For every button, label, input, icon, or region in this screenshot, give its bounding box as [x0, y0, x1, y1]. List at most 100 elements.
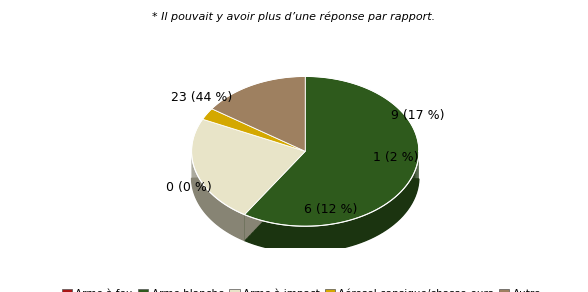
Polygon shape	[209, 192, 210, 218]
Polygon shape	[298, 226, 301, 252]
Polygon shape	[277, 224, 280, 250]
Polygon shape	[312, 226, 315, 252]
Polygon shape	[220, 201, 221, 227]
Polygon shape	[392, 198, 394, 225]
Polygon shape	[315, 226, 319, 252]
Polygon shape	[224, 204, 225, 230]
Polygon shape	[257, 219, 260, 246]
Polygon shape	[202, 109, 305, 151]
Polygon shape	[241, 213, 242, 239]
Polygon shape	[223, 203, 224, 230]
Polygon shape	[250, 217, 253, 244]
Polygon shape	[412, 175, 413, 204]
Polygon shape	[263, 221, 267, 248]
Polygon shape	[409, 180, 410, 208]
Polygon shape	[414, 171, 415, 199]
Polygon shape	[402, 188, 404, 216]
Polygon shape	[280, 225, 284, 251]
Polygon shape	[212, 195, 213, 221]
Polygon shape	[407, 182, 409, 210]
Polygon shape	[305, 226, 308, 252]
Text: 23 (44 %): 23 (44 %)	[171, 91, 232, 104]
Polygon shape	[371, 211, 374, 238]
Polygon shape	[333, 223, 336, 250]
Polygon shape	[245, 151, 305, 241]
Polygon shape	[242, 214, 243, 240]
Polygon shape	[245, 77, 419, 226]
Polygon shape	[399, 192, 400, 220]
Polygon shape	[202, 183, 203, 209]
Polygon shape	[240, 213, 241, 239]
Polygon shape	[208, 190, 209, 217]
Polygon shape	[374, 209, 377, 237]
Polygon shape	[231, 208, 232, 234]
Polygon shape	[329, 224, 333, 250]
Polygon shape	[346, 220, 350, 247]
Polygon shape	[380, 206, 382, 234]
Polygon shape	[294, 226, 298, 252]
Polygon shape	[229, 207, 230, 233]
Polygon shape	[222, 202, 223, 229]
Polygon shape	[368, 212, 371, 239]
Polygon shape	[214, 196, 215, 223]
Polygon shape	[228, 206, 229, 233]
Polygon shape	[287, 225, 290, 251]
Text: * Il pouvait y avoir plus d’une réponse par rapport.: * Il pouvait y avoir plus d’une réponse …	[152, 12, 436, 22]
Polygon shape	[336, 223, 340, 249]
Polygon shape	[234, 210, 235, 236]
Polygon shape	[416, 164, 417, 192]
Polygon shape	[377, 208, 380, 235]
Polygon shape	[239, 212, 240, 239]
Polygon shape	[410, 178, 412, 206]
Polygon shape	[211, 193, 212, 220]
Polygon shape	[353, 218, 356, 245]
Polygon shape	[206, 189, 207, 215]
Polygon shape	[382, 205, 385, 232]
Polygon shape	[245, 215, 248, 242]
Polygon shape	[362, 215, 365, 242]
Polygon shape	[207, 189, 208, 216]
Text: 9 (17 %): 9 (17 %)	[391, 109, 445, 122]
Polygon shape	[192, 119, 305, 215]
Polygon shape	[215, 197, 216, 223]
Polygon shape	[387, 201, 390, 229]
Polygon shape	[203, 185, 204, 211]
Polygon shape	[218, 200, 219, 226]
Polygon shape	[322, 225, 326, 251]
Polygon shape	[226, 205, 227, 232]
Polygon shape	[245, 151, 305, 241]
Text: 6 (12 %): 6 (12 %)	[305, 203, 358, 216]
Polygon shape	[238, 211, 239, 238]
Polygon shape	[245, 177, 419, 252]
Polygon shape	[385, 203, 387, 231]
Polygon shape	[413, 173, 414, 201]
Polygon shape	[290, 226, 294, 252]
Polygon shape	[415, 169, 416, 197]
Polygon shape	[232, 209, 233, 235]
Polygon shape	[235, 211, 236, 237]
Polygon shape	[216, 198, 218, 225]
Polygon shape	[390, 200, 392, 227]
Polygon shape	[221, 202, 222, 228]
Polygon shape	[319, 225, 322, 251]
Polygon shape	[213, 195, 214, 222]
Polygon shape	[394, 196, 396, 224]
Text: 1 (2 %): 1 (2 %)	[373, 151, 419, 164]
Polygon shape	[192, 177, 305, 241]
Polygon shape	[243, 214, 245, 241]
Polygon shape	[326, 225, 329, 251]
Polygon shape	[406, 184, 407, 212]
Polygon shape	[212, 77, 305, 151]
Polygon shape	[340, 222, 343, 248]
Polygon shape	[204, 185, 205, 212]
Polygon shape	[270, 223, 273, 249]
Polygon shape	[356, 217, 359, 244]
Polygon shape	[365, 214, 368, 241]
Polygon shape	[284, 225, 287, 251]
Polygon shape	[236, 211, 238, 237]
Polygon shape	[219, 200, 220, 227]
Polygon shape	[210, 192, 211, 219]
Polygon shape	[359, 216, 362, 243]
Polygon shape	[205, 187, 206, 213]
Polygon shape	[308, 226, 312, 252]
